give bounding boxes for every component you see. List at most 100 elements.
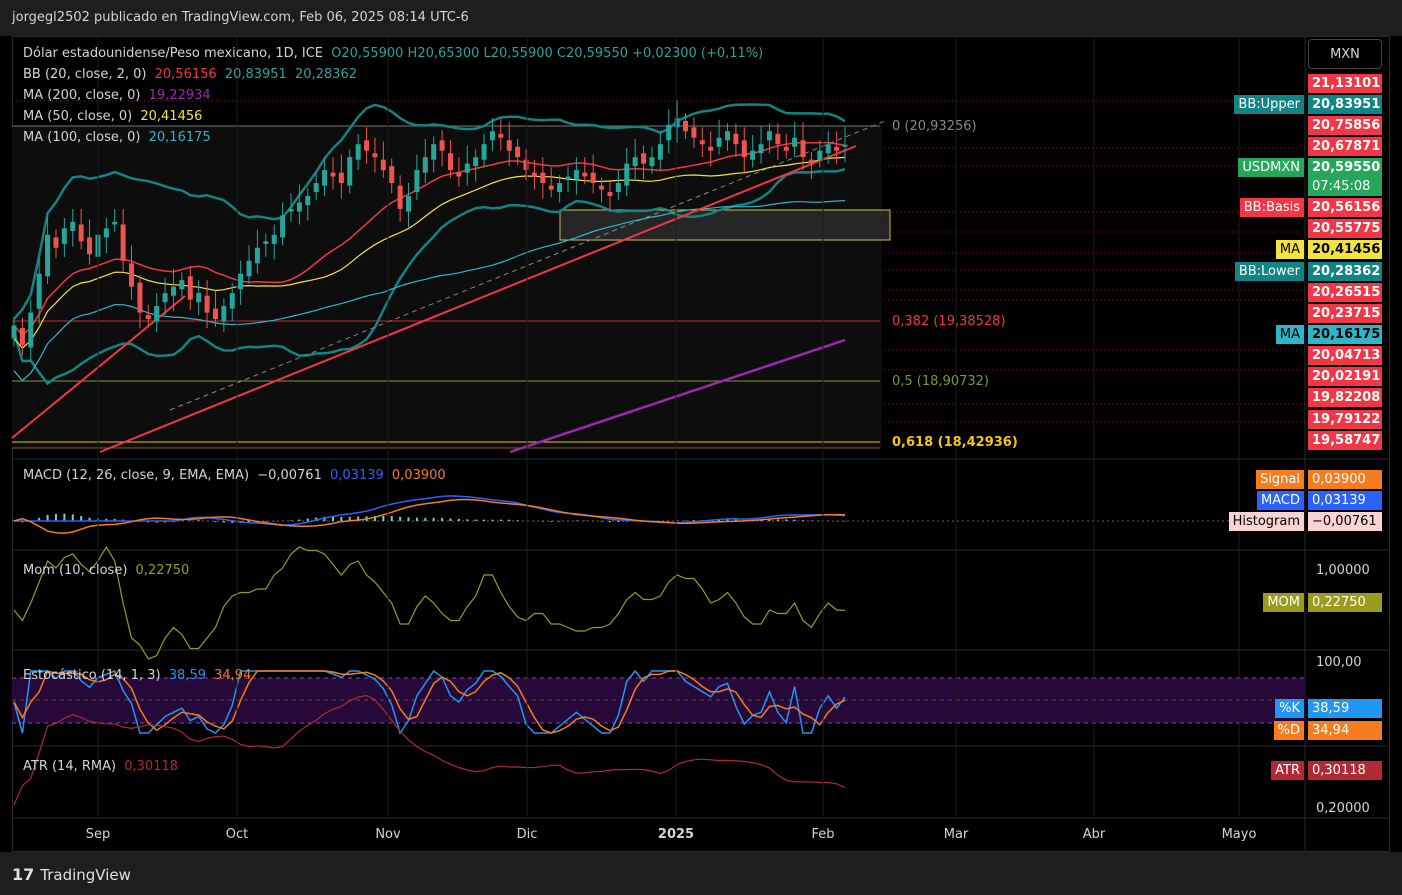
macd-value: 0,03139: [330, 468, 384, 483]
tradingview-brand[interactable]: 𝟭𝟳 TradingView: [12, 865, 131, 884]
candle-body: [825, 144, 831, 154]
candle-body: [708, 146, 714, 151]
candle-body: [716, 137, 722, 147]
candle-body: [103, 228, 109, 238]
price-tag-label: BB:Basis: [1239, 198, 1304, 217]
price-tag: 20,75856: [1308, 116, 1382, 135]
atr-tick: 0,20000: [1316, 801, 1370, 816]
legend-mom[interactable]: Mom (10, close) 0,22750: [23, 563, 193, 578]
candle-body: [691, 127, 697, 138]
price-tag: 20,83951: [1308, 95, 1382, 114]
bb-basis: 20,56156: [154, 67, 217, 82]
candle-body: [834, 146, 840, 151]
legend-bb[interactable]: BB (20, close, 2, 0) 20,56156 20,83951 2…: [23, 67, 361, 82]
candle-body: [766, 131, 772, 141]
legend-macd[interactable]: MACD (12, 26, close, 9, EMA, EMA) −0,007…: [23, 468, 450, 483]
candle-body: [254, 247, 260, 264]
support-zone: [559, 209, 891, 241]
price-tag: 20,02191: [1308, 367, 1382, 386]
candle-body: [758, 144, 764, 154]
candle-body: [364, 140, 370, 151]
legend-ma50[interactable]: MA (50, close, 0) 20,41456: [23, 109, 206, 124]
candle-body: [557, 183, 563, 193]
legend-stoch[interactable]: Estocástico (14, 1, 3) 38,59 34,94: [23, 668, 255, 683]
candle-body: [792, 137, 798, 147]
candle-body: [674, 118, 680, 128]
stoch-k-line: [13, 669, 846, 735]
candle-body: [397, 185, 403, 209]
atr-tag: 0,30118: [1308, 761, 1382, 780]
candle-body: [624, 163, 630, 186]
candle-body: [212, 308, 218, 320]
time-tick-label: Mar: [944, 827, 969, 842]
candle-body: [305, 195, 311, 206]
candle-body: [683, 120, 689, 132]
mom-value: 0,22750: [135, 563, 190, 578]
candle-body: [61, 228, 67, 244]
currency-selector[interactable]: MXN: [1308, 39, 1382, 69]
atr-tag-label: ATR: [1271, 761, 1304, 780]
candle-body: [615, 183, 621, 193]
candle-body: [28, 312, 34, 348]
candle-body: [548, 185, 554, 190]
legend-ma200[interactable]: MA (200, close, 0) 19,22934: [23, 88, 215, 103]
candle-body: [145, 315, 151, 320]
candle-body: [632, 157, 638, 167]
moving-averages: [13, 156, 846, 382]
signal-line: [13, 498, 846, 535]
time-tick-label: Feb: [811, 827, 834, 842]
price-tag: 20,56156: [1308, 198, 1382, 217]
stoch-k-value: 38,59: [168, 668, 206, 683]
ma200-line: [509, 338, 846, 454]
fib-label-618: 0,618 (18,42936): [892, 435, 1018, 450]
price-tag: 20,28362: [1308, 262, 1382, 281]
candle-body: [280, 215, 286, 238]
price-tag: 20,16175: [1308, 325, 1382, 344]
ma100-line: [13, 200, 846, 382]
trendline-dashed: [169, 120, 886, 411]
candle-body: [699, 140, 705, 145]
signal-value: 0,03900: [391, 468, 446, 483]
candle-body: [19, 328, 25, 345]
candle-body: [582, 172, 588, 177]
candle-body: [540, 172, 546, 184]
candle-body: [70, 221, 76, 231]
candle-body: [53, 237, 59, 248]
candles: [11, 100, 848, 361]
candle-body: [120, 224, 126, 261]
fib-label-0: 0 (20,93256): [892, 119, 977, 134]
mom-tick: 1,00000: [1316, 563, 1370, 578]
price-tag: 20,55775: [1308, 219, 1382, 238]
price-tag-label: MA: [1275, 240, 1304, 259]
legend-ma100[interactable]: MA (100, close, 0) 20,16175: [23, 130, 215, 145]
candle-body: [221, 306, 227, 322]
bb-upper: 20,83951: [224, 67, 287, 82]
candle-body: [414, 170, 420, 193]
macd-tag-label: MACD: [1257, 491, 1304, 510]
candle-body: [750, 150, 756, 160]
bollinger-bands: [12, 103, 846, 386]
price-tag: 19,82208: [1308, 388, 1382, 407]
candle-body: [137, 282, 143, 313]
price-tag: 21,13101: [1308, 74, 1382, 93]
ma100-value: 20,16175: [148, 130, 211, 145]
macd-tag: −0,00761: [1308, 512, 1382, 531]
candle-body: [641, 153, 647, 164]
legend-atr[interactable]: ATR (14, RMA) 0,30118: [23, 759, 182, 774]
candle-body: [187, 276, 193, 300]
candle-body: [238, 273, 244, 290]
bb-lower: 20,28362: [294, 67, 357, 82]
atr-line: [13, 694, 846, 806]
candle-body: [263, 241, 269, 244]
fib-label-382: 0,382 (19,38528): [892, 314, 1006, 329]
candle-body: [498, 133, 504, 138]
ohlc-values: O20,55900 H20,65300 L20,55900 C20,59550 …: [331, 46, 764, 61]
candle-body: [808, 159, 814, 164]
candle-body: [431, 144, 437, 160]
legend-symbol[interactable]: Dólar estadounidense/Peso mexicano, 1D, …: [23, 46, 767, 61]
ma50-label: MA (50, close, 0): [23, 109, 133, 124]
candle-body: [464, 163, 470, 173]
candle-body: [590, 172, 596, 184]
publisher-bar: jorgegl2502 publicado en TradingView.com…: [0, 0, 1402, 36]
